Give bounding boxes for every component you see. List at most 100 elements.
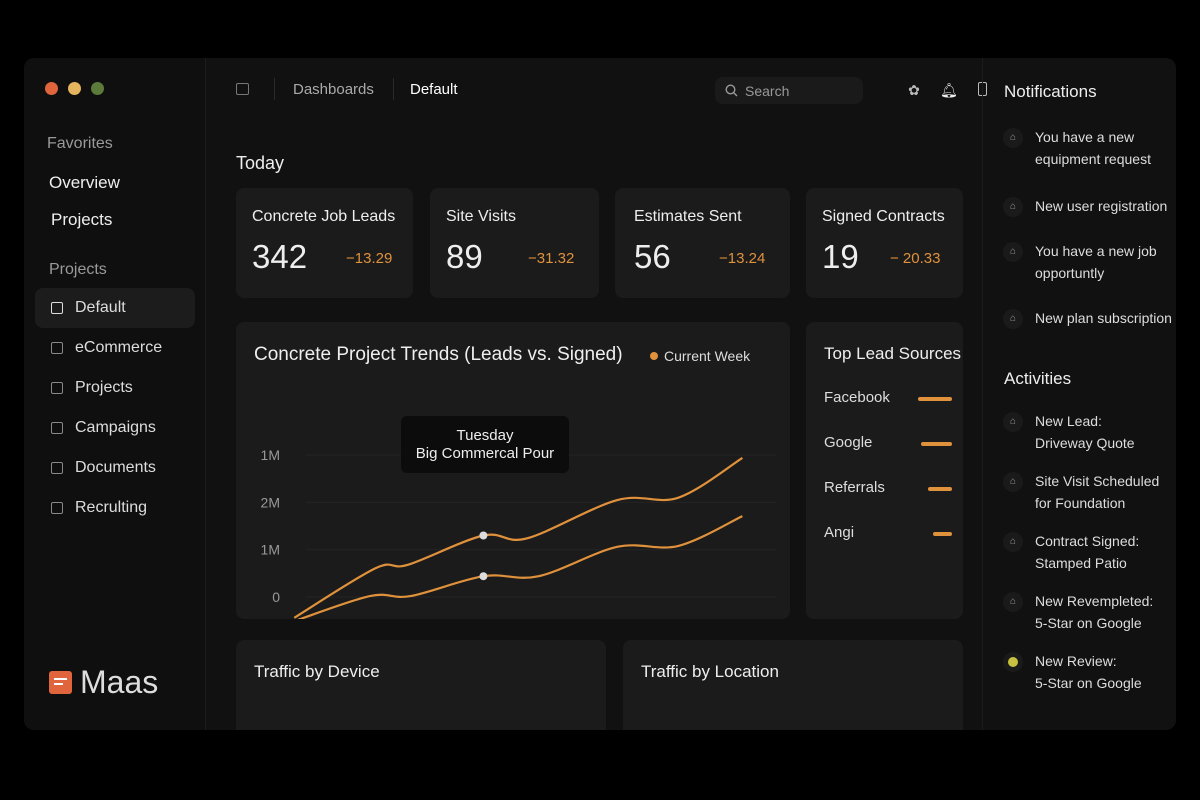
logo-icon [49, 671, 72, 694]
sidebar-item-recruiting[interactable]: Recrulting [35, 488, 195, 528]
notification-item[interactable]: ⌂ New plan subscription [1003, 307, 1176, 329]
search-input[interactable]: Search [715, 77, 863, 104]
close-window-button[interactable] [45, 82, 58, 95]
kpi-delta: − 20.33 [890, 250, 941, 267]
sidebar: Favorites Overview Projects Projects Def… [24, 58, 206, 730]
y-tick-label: 0 [272, 589, 280, 605]
sidebar-item-label: Campaigns [75, 419, 156, 436]
sidebar-item-label: Default [75, 299, 126, 316]
divider [393, 78, 394, 100]
notification-item[interactable]: ⌂ You have a new job opportuntly [1003, 240, 1176, 284]
card-title: Traffic by Device [254, 662, 380, 681]
sidebar-item-label: eCommerce [75, 339, 163, 356]
activity-icon: ⌂ [1003, 592, 1023, 612]
kpi-title: Estimates Sent [634, 208, 742, 225]
kpi-delta: −31.32 [528, 250, 575, 267]
notification-icon: ⌂ [1003, 309, 1023, 329]
notifications-title: Notifications [1004, 82, 1097, 101]
activity-icon: ⌂ [1003, 472, 1023, 492]
activities-title: Activities [1004, 369, 1072, 388]
activity-item[interactable]: New Review: 5-Star on Google [1003, 650, 1176, 694]
sidebar-toggle-icon[interactable] [236, 83, 249, 95]
kpi-value: 342 [252, 238, 308, 275]
topbar: Dashboards Default Search ✿ 🔔︎ [206, 58, 987, 122]
breadcrumb-dashboards[interactable]: Dashboards [293, 81, 374, 98]
lead-source-label: Referrals [824, 479, 885, 496]
notification-text: You have a new job opportuntly [1035, 243, 1157, 281]
y-tick-label: 2M [261, 494, 280, 510]
notification-icon: ⌂ [1003, 128, 1023, 148]
kpi-value: 56 [634, 238, 671, 275]
lead-source-label: Angi [824, 524, 855, 541]
search-placeholder: Search [745, 82, 790, 99]
projects-heading: Projects [49, 261, 107, 278]
tooltip-day: Tuesday [456, 427, 514, 444]
page-icon [51, 382, 63, 394]
kpi-card-contracts: Signed Contracts 19 − 20.33 [806, 188, 963, 298]
favorite-overview[interactable]: Overview [49, 173, 120, 192]
chart-legend: Current Week [650, 348, 750, 364]
sidebar-item-campaigns[interactable]: Campaigns [35, 408, 195, 448]
sidebar-item-documents[interactable]: Documents [35, 448, 195, 488]
lead-source-bar [928, 487, 952, 491]
notification-text: You have a new equipment request [1035, 129, 1151, 167]
activity-line: Contract Signed: [1035, 533, 1140, 549]
lead-source-label: Facebook [824, 389, 890, 406]
activity-line: Stamped Patio [1035, 555, 1127, 571]
activity-icon: ⌂ [1003, 532, 1023, 552]
lead-sources-title: Top Lead Sources [824, 344, 962, 363]
activity-line: Site Visit Scheduled [1035, 473, 1160, 489]
sidebar-item-ecommerce[interactable]: eCommerce [35, 328, 195, 368]
highlight-point [479, 572, 488, 581]
notification-item[interactable]: ⌂ You have a new equipment request [1003, 126, 1176, 170]
activity-item[interactable]: ⌂ New Revempleted: 5-Star on Google [1003, 590, 1176, 634]
activity-text: Site Visit Scheduled for Foundation [1035, 470, 1159, 514]
kpi-delta: −13.29 [346, 250, 393, 267]
bell-icon[interactable]: 🔔︎ [940, 82, 958, 98]
activity-item[interactable]: ⌂ Site Visit Scheduled for Foundation [1003, 470, 1176, 514]
sidebar-item-label: Projects [75, 379, 133, 396]
activity-text: Contract Signed: Stamped Patio [1035, 530, 1139, 574]
section-title: Today [236, 153, 285, 173]
activity-text: New Lead: Driveway Quote [1035, 410, 1135, 454]
activity-item[interactable]: ⌂ Contract Signed: Stamped Patio [1003, 530, 1176, 574]
activity-line: New Revempleted: [1035, 593, 1154, 609]
app-window: Favorites Overview Projects Projects Def… [24, 58, 1176, 730]
notification-icon: ⌂ [1003, 242, 1023, 262]
legend-label: Current Week [664, 348, 751, 364]
y-tick-label: 1M [261, 447, 280, 463]
lead-source-bar [921, 442, 952, 446]
series-line-signed [297, 515, 743, 619]
kpi-value: 19 [822, 238, 859, 275]
traffic-device-card: Traffic by Device [236, 640, 606, 730]
activity-line: New Lead: [1035, 413, 1102, 429]
brand-name: Maas [80, 664, 159, 700]
favorite-projects[interactable]: Projects [51, 210, 113, 229]
lead-sources-card: Top Lead Sources Facebook Google Referrals… [806, 322, 963, 619]
sidebar-item-label: Documents [75, 459, 156, 476]
activity-item[interactable]: ⌂ New Lead: Driveway Quote [1003, 410, 1176, 454]
divider [274, 78, 275, 100]
activity-icon: ⌂ [1003, 412, 1023, 432]
theme-icon[interactable]: ✿ [908, 82, 920, 98]
y-tick-label: 1M [261, 542, 280, 558]
lead-source-bar [933, 532, 952, 536]
notification-text: New user registration [1035, 198, 1168, 214]
maximize-window-button[interactable] [91, 82, 104, 95]
series-line-leads [293, 457, 743, 619]
minimize-window-button[interactable] [68, 82, 81, 95]
activity-line: New Review: [1035, 653, 1117, 669]
sidebar-item-default[interactable]: Default [35, 288, 195, 328]
breadcrumb-default[interactable]: Default [410, 81, 458, 98]
notification-text: New plan subscription [1035, 310, 1172, 326]
kpi-value: 89 [446, 238, 483, 275]
notification-item[interactable]: ⌂ New user registration [1003, 195, 1176, 217]
brand-logo: Maas [49, 664, 158, 701]
sidebar-item-projects[interactable]: Projects [35, 368, 195, 408]
chart-title: Concrete Project Trends (Leads vs. Signe… [254, 344, 623, 365]
lead-source-bar [918, 397, 952, 401]
page-icon [51, 342, 63, 354]
kpi-title: Concrete Job Leads [252, 208, 396, 225]
document-icon [51, 462, 63, 474]
notification-icon: ⌂ [1003, 197, 1023, 217]
